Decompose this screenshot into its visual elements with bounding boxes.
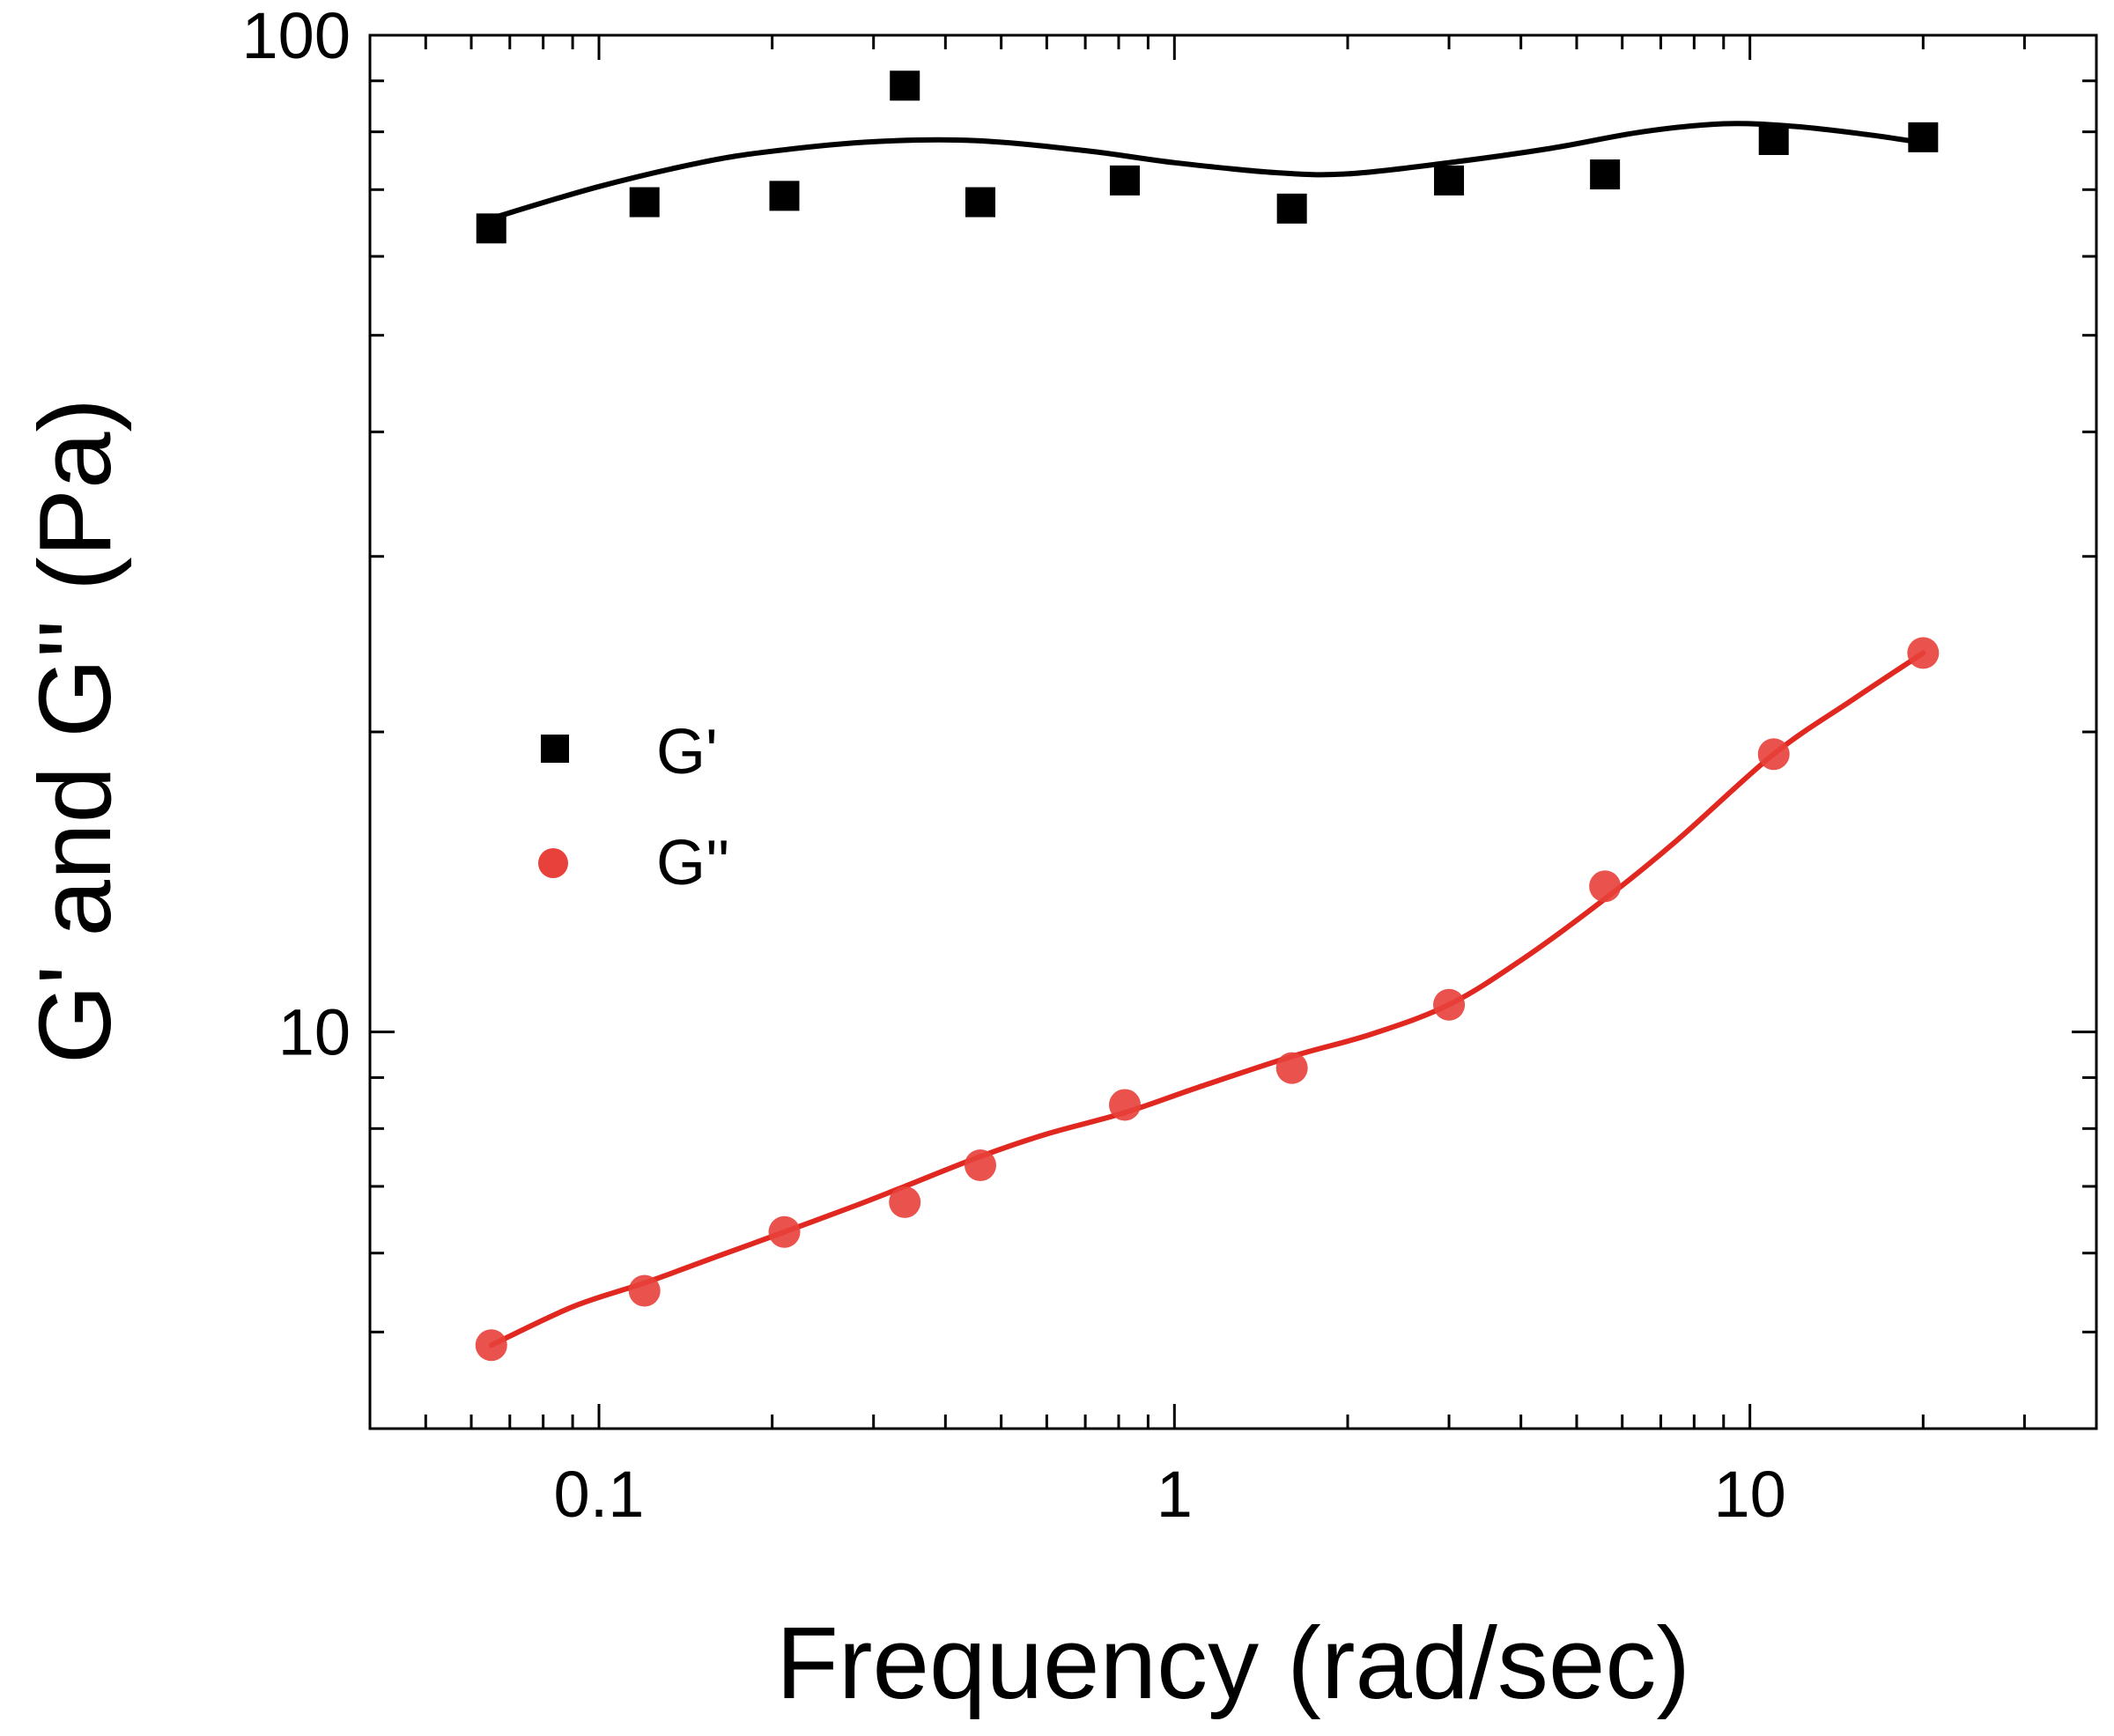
axis-tick-labels: 0.1 1 10 10 100 (242, 0, 1786, 1531)
g-double-prime-point (475, 1329, 507, 1362)
x-axis-label: Frequency (rad/sec) (776, 1606, 1690, 1720)
g-prime-point (1758, 124, 1789, 155)
fit-curve-g-prime (488, 121, 1926, 221)
g-double-prime-point (964, 1149, 996, 1181)
g-double-prime-point (1275, 1052, 1308, 1084)
g-double-prime-point (768, 1215, 801, 1248)
x-tick-label: 10 (1713, 1458, 1785, 1531)
y-axis-label: G' and G'' (Pa) (18, 398, 132, 1064)
legend-label-g-double-prime: G'' (656, 828, 730, 898)
g-double-prime-point (1109, 1089, 1142, 1121)
g-double-prime-point (628, 1274, 661, 1307)
x-tick-label: 0.1 (554, 1458, 645, 1531)
g-prime-point (965, 187, 995, 218)
g-prime-point (890, 70, 920, 101)
y-tick-label: 100 (242, 0, 351, 72)
plot-frame (368, 33, 2098, 1430)
g-prime-point (769, 181, 800, 211)
g-double-prime-point (1757, 738, 1790, 771)
x-tick-label: 1 (1157, 1458, 1193, 1531)
g-prime-point (1434, 165, 1465, 196)
y-tick-label: 10 (278, 996, 351, 1069)
legend: G' G'' (538, 717, 730, 898)
g-prime-point (1276, 193, 1307, 224)
legend-marker-square (541, 735, 569, 763)
g-prime-point (1908, 122, 1939, 152)
g-double-prime-point (1907, 637, 1940, 669)
g-prime-point (476, 213, 506, 244)
g-double-prime-point (1433, 988, 1466, 1021)
legend-marker-circle (538, 848, 568, 878)
fit-curves (488, 121, 1926, 1348)
g-prime-point (1110, 165, 1141, 196)
g-double-prime-point (889, 1186, 921, 1218)
g-double-prime-point (1589, 870, 1622, 903)
legend-label-g-prime: G' (656, 717, 718, 787)
fit-curve-g-double-prime (488, 650, 1926, 1348)
axis-ticks (368, 33, 2098, 1430)
data-points (475, 70, 1940, 1362)
g-prime-point (1590, 159, 1621, 190)
g-prime-point (629, 187, 660, 218)
